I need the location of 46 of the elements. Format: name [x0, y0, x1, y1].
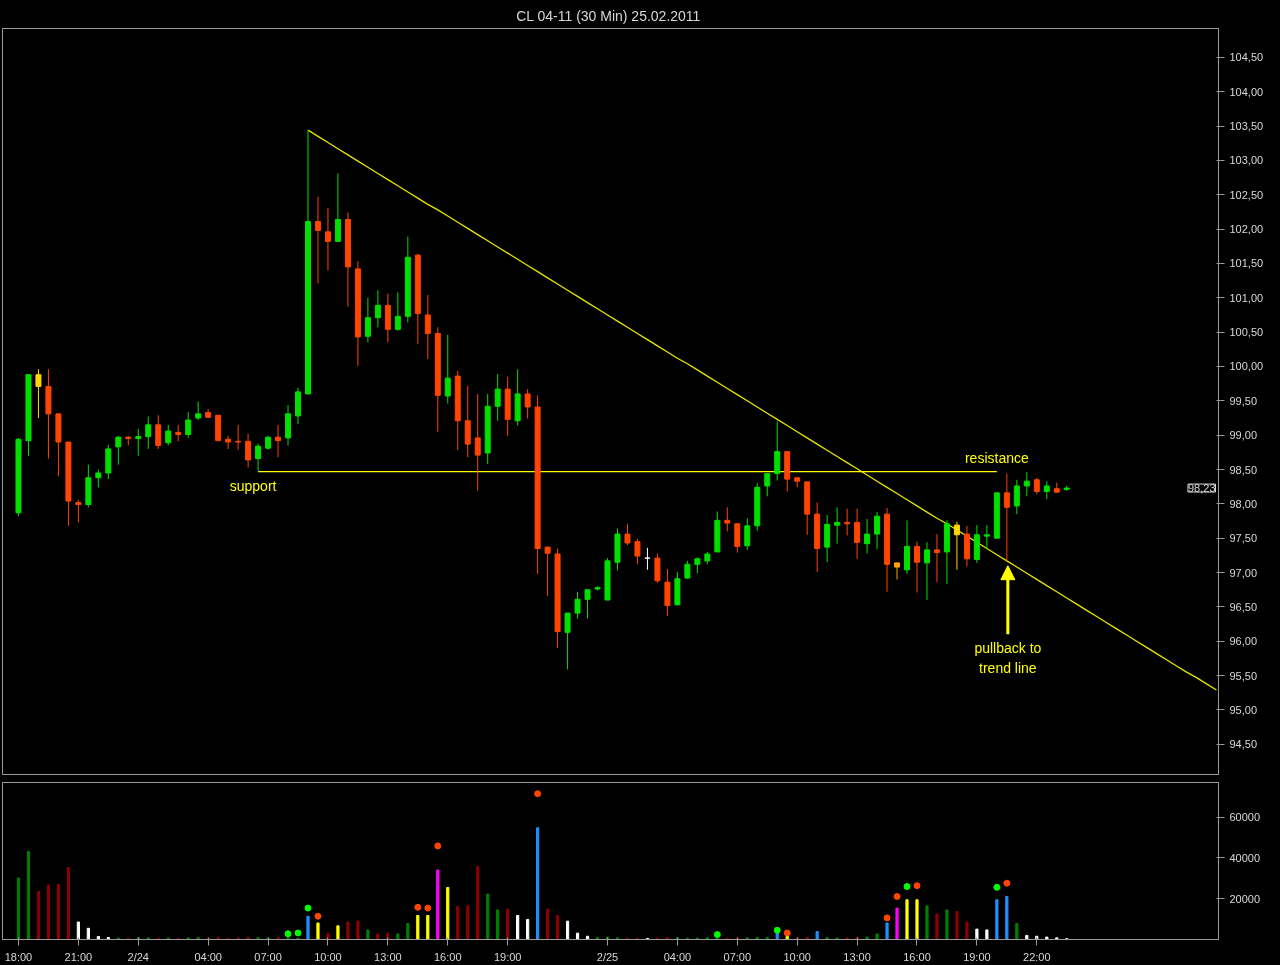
- y-tick-label: 96,00: [1229, 635, 1258, 648]
- x-tick-label: 19:00: [493, 950, 522, 963]
- y-tick-label: 104,50: [1229, 51, 1264, 64]
- y-tick-label: 102,00: [1229, 223, 1264, 236]
- x-tick-label: 13:00: [843, 950, 871, 963]
- annotation: 98,23: [1187, 482, 1216, 495]
- y-tick-label: 101,50: [1229, 257, 1264, 270]
- y-tick-label: 99,00: [1229, 429, 1258, 442]
- x-tick-label: 2/25: [596, 950, 619, 963]
- y-tick-label: 98,00: [1229, 497, 1258, 510]
- x-tick-label: 18:00: [4, 950, 33, 963]
- chart-title: CL 04-11 (30 Min) 25.02.2011: [516, 7, 701, 24]
- y-tick-label: 104,00: [1229, 85, 1264, 98]
- x-tick-label: 07:00: [723, 950, 752, 963]
- y-tick-label: 96,50: [1229, 600, 1258, 613]
- x-tick-label: 2/24: [127, 950, 149, 963]
- y-tick-label: 20000: [1229, 892, 1261, 905]
- y-tick-label: 97,50: [1229, 532, 1258, 545]
- annotation: resistance: [964, 449, 1029, 466]
- y-tick-label: 98,50: [1229, 463, 1258, 476]
- y-tick-label: 103,50: [1229, 120, 1264, 133]
- y-tick-label: 99,50: [1229, 394, 1258, 407]
- annotation: support: [229, 477, 277, 494]
- x-tick-label: 10:00: [783, 950, 811, 963]
- y-tick-label: 94,50: [1229, 738, 1258, 751]
- annotation: pullback to trend line: [974, 640, 1042, 676]
- y-tick-label: 95,50: [1229, 669, 1258, 682]
- y-tick-label: 40000: [1229, 851, 1261, 864]
- x-tick-label: 13:00: [374, 950, 402, 963]
- x-tick-label: 22:00: [1023, 950, 1051, 963]
- y-tick-label: 60000: [1229, 811, 1261, 824]
- x-tick-label: 21:00: [64, 950, 93, 963]
- x-tick-label: 07:00: [254, 950, 282, 963]
- y-tick-label: 100,00: [1229, 360, 1264, 373]
- y-tick-label: 95,00: [1229, 703, 1258, 716]
- x-tick-label: 04:00: [194, 950, 222, 963]
- y-tick-label: 101,00: [1229, 291, 1264, 304]
- y-tick-label: 97,00: [1229, 566, 1258, 579]
- x-tick-label: 10:00: [314, 950, 342, 963]
- x-tick-label: 16:00: [903, 950, 931, 963]
- y-tick-label: 102,50: [1229, 188, 1264, 201]
- y-tick-label: 103,00: [1229, 154, 1264, 167]
- x-tick-label: 04:00: [663, 950, 692, 963]
- x-tick-label: 16:00: [434, 950, 462, 963]
- y-tick-label: 100,50: [1229, 326, 1264, 339]
- x-tick-label: 19:00: [963, 950, 991, 963]
